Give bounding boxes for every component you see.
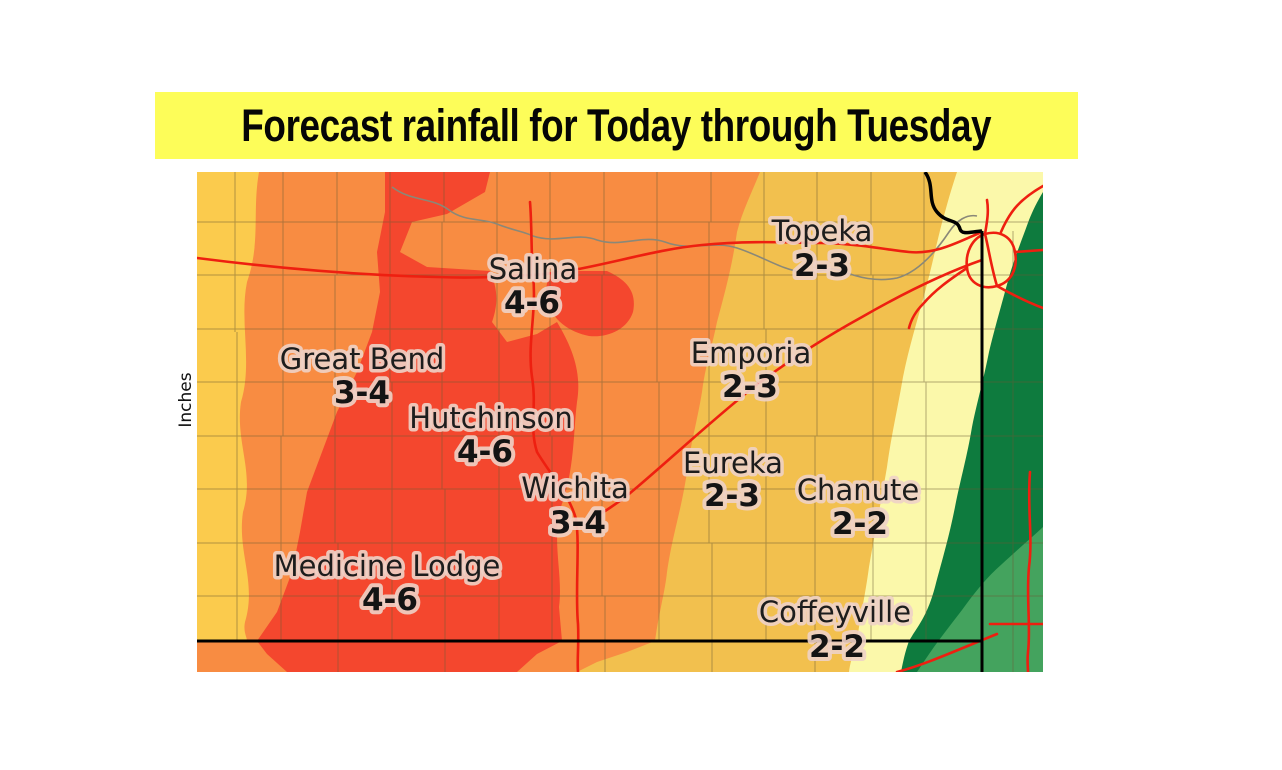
- band-red-main: [257, 172, 579, 672]
- missouri-river: [923, 170, 983, 235]
- county-grid: [197, 172, 1043, 672]
- highway-se-diagonal: [895, 632, 999, 674]
- city-name-coffeyville: Coffeyville: [759, 595, 911, 629]
- highway-se-vertical: [1026, 470, 1032, 674]
- state-borders: [197, 231, 984, 672]
- band-red-salina-east: [546, 271, 634, 337]
- highway-us81: [528, 200, 535, 277]
- highway-i70: [195, 230, 984, 279]
- city-name-medicine-lodge: Medicine Lodge: [274, 549, 501, 583]
- city-value-topeka: 2-3: [794, 248, 850, 284]
- city-value-hutchinson: 4-6: [457, 434, 513, 470]
- city-name-wichita: Wichita: [521, 471, 629, 505]
- inches-axis-label: Inches: [176, 372, 196, 428]
- highway-turnpike: [579, 258, 984, 527]
- city-name-salina: Salina: [489, 252, 577, 286]
- city-name-eureka: Eureka: [683, 446, 783, 480]
- city-value-eureka: 2-3: [704, 478, 760, 514]
- city-value-great-bend: 3-4: [334, 375, 390, 411]
- city-value-emporia: 2-3: [722, 369, 778, 405]
- highway-lines: [195, 184, 1045, 674]
- city-value-chanute: 2-2: [832, 506, 888, 542]
- city-value-wichita: 3-4: [550, 505, 606, 541]
- city-value-medicine-lodge: 4-6: [362, 582, 418, 618]
- city-value-salina: 4-6: [504, 285, 560, 321]
- city-name-emporia: Emporia: [691, 336, 811, 370]
- highway-kc-spokes: [907, 198, 1045, 330]
- highway-corner-ne: [999, 184, 1045, 234]
- city-name-hutchinson: Hutchinson: [409, 401, 573, 435]
- band-gold-west: [197, 172, 259, 641]
- title-banner: Forecast rainfall for Today through Tues…: [155, 92, 1078, 159]
- city-name-chanute: Chanute: [797, 473, 919, 507]
- band-light-green: [917, 527, 1043, 672]
- page-title: Forecast rainfall for Today through Tues…: [241, 99, 992, 151]
- highway-i135: [529, 273, 580, 674]
- band-dark-green: [901, 192, 1043, 672]
- rainfall-map: Salina 4-6 Great Bend 3-4 Hutchinson 4-6 Wichi…: [195, 170, 1045, 674]
- city-name-topeka: Topeka: [771, 214, 873, 248]
- city-name-great-bend: Great Bend: [280, 342, 444, 376]
- city-value-coffeyville: 2-2: [809, 629, 865, 665]
